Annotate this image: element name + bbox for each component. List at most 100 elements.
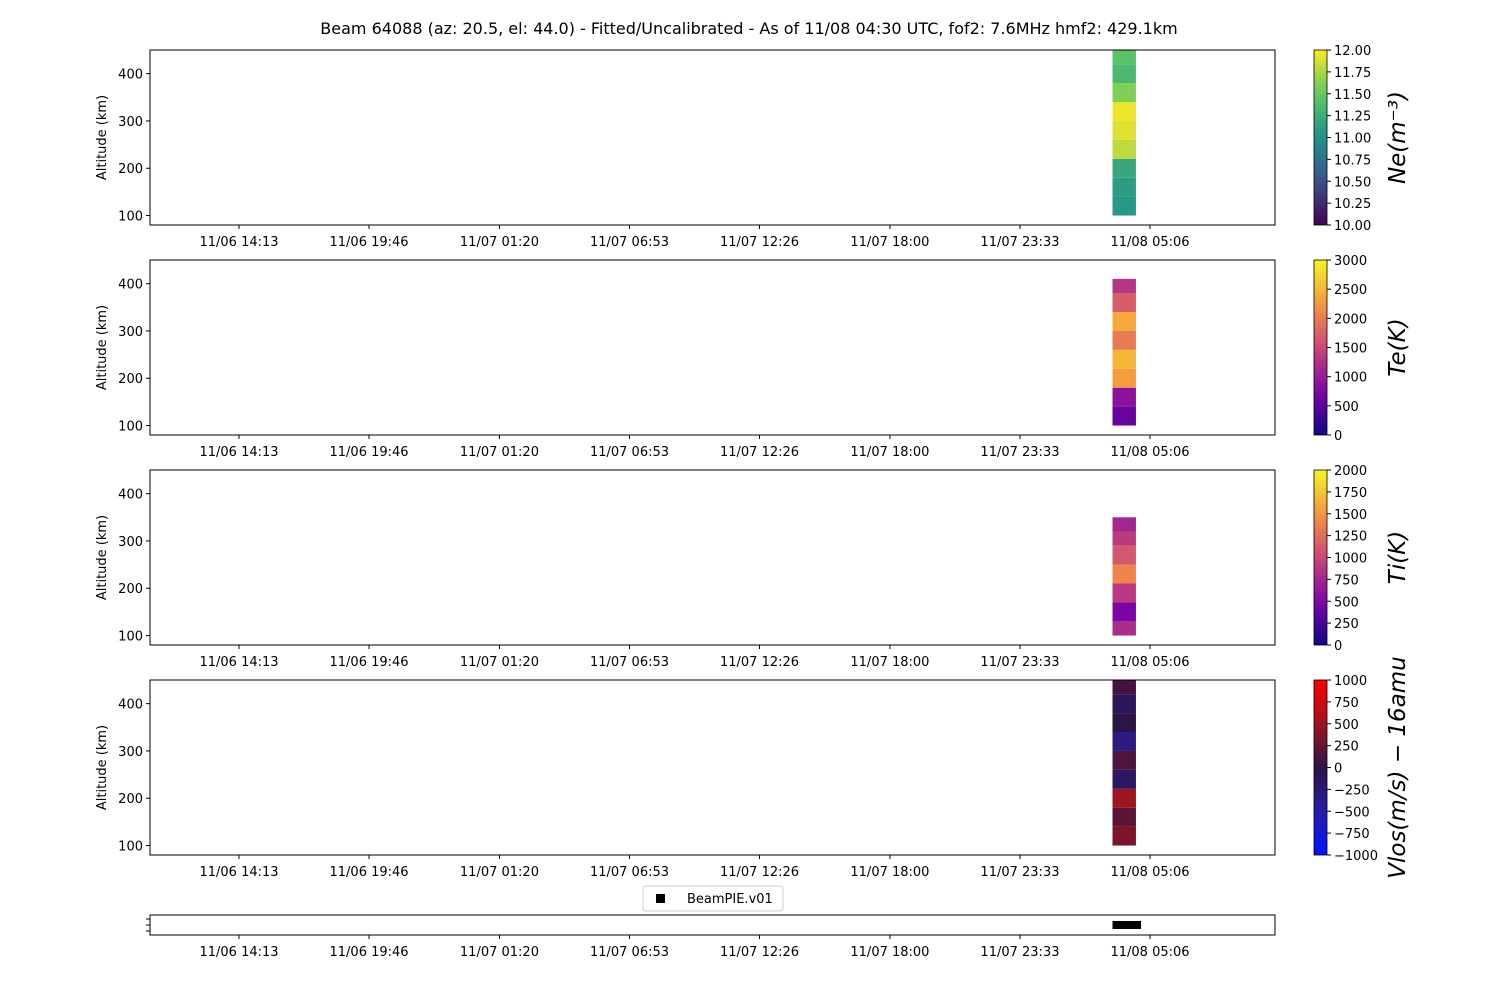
- y-axis-label: Altitude (km): [95, 305, 110, 390]
- x-tick-label: 11/07 01:20: [460, 655, 539, 670]
- data-cell: [1112, 293, 1136, 313]
- data-cell: [1112, 713, 1136, 733]
- x-tick-label: 11/08 05:06: [1110, 945, 1189, 960]
- colorbar-tick-label: 11.75: [1334, 66, 1371, 81]
- colorbar-tick-label: 12.00: [1334, 44, 1371, 59]
- x-tick-label: 11/07 23:33: [980, 445, 1059, 460]
- data-cell: [1112, 769, 1136, 789]
- panel-ne: 100 200 300 400 Altitude (km) 11/06 14:13 11/0…: [95, 44, 1411, 250]
- y-tick-label: 100: [118, 420, 143, 435]
- coverage-frame: [149, 914, 1276, 936]
- colorbar-tick-label: 1000: [1334, 674, 1367, 689]
- colorbar-tick-label: 750: [1334, 696, 1359, 711]
- data-cell: [1112, 602, 1136, 622]
- colorbar-tick-label: 0: [1334, 762, 1342, 777]
- x-tick-label: 11/06 14:13: [199, 655, 278, 670]
- colorbar-tick-label: 2500: [1334, 283, 1367, 298]
- x-tick-label: 11/07 01:20: [460, 235, 539, 250]
- x-tick-label: 11/07 18:00: [850, 445, 929, 460]
- x-tick-label: 11/08 05:06: [1110, 445, 1189, 460]
- x-tick-label: 11/07 12:26: [720, 445, 799, 460]
- x-tick-label: 11/06 19:46: [330, 865, 409, 880]
- x-tick-label: 11/06 19:46: [330, 655, 409, 670]
- y-axis-label: Altitude (km): [95, 95, 110, 180]
- x-tick-label: 11/06 14:13: [199, 865, 278, 880]
- x-tick-label: 11/07 01:20: [460, 865, 539, 880]
- colorbar-tick-label: 1750: [1334, 486, 1367, 501]
- colorbar-tick-label: −750: [1334, 827, 1370, 842]
- y-tick-label: 400: [118, 698, 143, 713]
- data-cell: [1112, 406, 1136, 426]
- x-tick-label: 11/08 05:06: [1110, 235, 1189, 250]
- legend-frame: [642, 885, 784, 912]
- x-tick-label: 11/06 14:13: [199, 235, 278, 250]
- x-tick-label: 11/08 05:06: [1110, 865, 1189, 880]
- colorbar-tick-label: 11.25: [1334, 110, 1371, 125]
- x-tick-label: 11/07 01:20: [460, 445, 539, 460]
- x-tick-label: 11/08 05:06: [1110, 655, 1189, 670]
- x-tick-label: 11/07 12:26: [720, 655, 799, 670]
- colorbar-label: Ne(m⁻³): [1385, 91, 1411, 184]
- x-tick-label: 11/07 12:26: [720, 945, 799, 960]
- x-tick-label: 11/06 14:13: [199, 445, 278, 460]
- colorbar-tick-label: 11.50: [1334, 88, 1371, 103]
- colorbar-tick-label: −250: [1334, 783, 1370, 798]
- legend: BeamPIE.v01: [642, 885, 784, 912]
- data-cell: [1112, 732, 1136, 751]
- colorbar-tick-label: 2000: [1334, 464, 1367, 479]
- colorbar-tick-label: 250: [1334, 617, 1359, 632]
- data-cell: [1112, 750, 1136, 770]
- colorbar-tick-label: 2000: [1334, 312, 1367, 327]
- data-cell: [1112, 50, 1136, 65]
- x-tick-label: 11/07 06:53: [590, 865, 669, 880]
- colorbar-tick-label: 750: [1334, 573, 1359, 588]
- colorbar-tick-label: 10.75: [1334, 153, 1371, 168]
- y-tick-label: 200: [118, 162, 143, 177]
- data-cell: [1112, 517, 1136, 532]
- data-cell: [1112, 807, 1136, 827]
- figure-title: Beam 64088 (az: 20.5, el: 44.0) - Fitted…: [320, 19, 1177, 38]
- data-cell: [1112, 312, 1136, 331]
- colorbar-tick-label: 1250: [1334, 530, 1367, 545]
- x-tick-label: 11/07 06:53: [590, 235, 669, 250]
- x-tick-label: 11/07 23:33: [980, 655, 1059, 670]
- colorbar-tick-label: 1000: [1334, 371, 1367, 386]
- colorbar-tick-label: −500: [1334, 805, 1370, 820]
- data-cell: [1112, 278, 1136, 294]
- colorbar-tick-label: 10.50: [1334, 175, 1371, 190]
- y-tick-label: 100: [118, 630, 143, 645]
- data-cell: [1112, 196, 1136, 216]
- data-cell: [1112, 102, 1136, 121]
- y-tick-label: 400: [118, 278, 143, 293]
- colorbar-tick-label: 3000: [1334, 254, 1367, 269]
- y-tick-label: 300: [118, 325, 143, 340]
- data-cell: [1112, 330, 1136, 350]
- y-tick-label: 400: [118, 68, 143, 83]
- data-cell: [1112, 788, 1136, 808]
- x-tick-label: 11/07 12:26: [720, 235, 799, 250]
- data-cell: [1112, 158, 1136, 178]
- data-cell: [1112, 120, 1136, 140]
- plot-frame: [149, 679, 1276, 856]
- panel-ti: 100 200 300 400 Altitude (km) 11/06 14:13 11/0…: [95, 464, 1411, 670]
- colorbar-label: Te(K): [1385, 318, 1411, 376]
- x-tick-label: 11/07 06:53: [590, 445, 669, 460]
- colorbar-tick-label: 500: [1334, 595, 1359, 610]
- x-tick-label: 11/06 14:13: [199, 945, 278, 960]
- data-cell: [1112, 545, 1136, 565]
- data-cell: [1112, 564, 1136, 584]
- y-tick-label: 300: [118, 745, 143, 760]
- x-tick-label: 11/07 18:00: [850, 655, 929, 670]
- y-tick-label: 200: [118, 372, 143, 387]
- y-tick-label: 300: [118, 115, 143, 130]
- data-cell: [1112, 83, 1136, 103]
- x-tick-label: 11/07 12:26: [720, 865, 799, 880]
- colorbar-label: Vlos(m/s) − 16amu: [1385, 656, 1411, 879]
- colorbar-tick-label: −1000: [1334, 849, 1378, 864]
- y-tick-label: 200: [118, 792, 143, 807]
- plot-frame: [149, 259, 1276, 436]
- x-tick-label: 11/07 06:53: [590, 655, 669, 670]
- x-tick-label: 11/07 23:33: [980, 865, 1059, 880]
- colorbar: [1313, 679, 1328, 856]
